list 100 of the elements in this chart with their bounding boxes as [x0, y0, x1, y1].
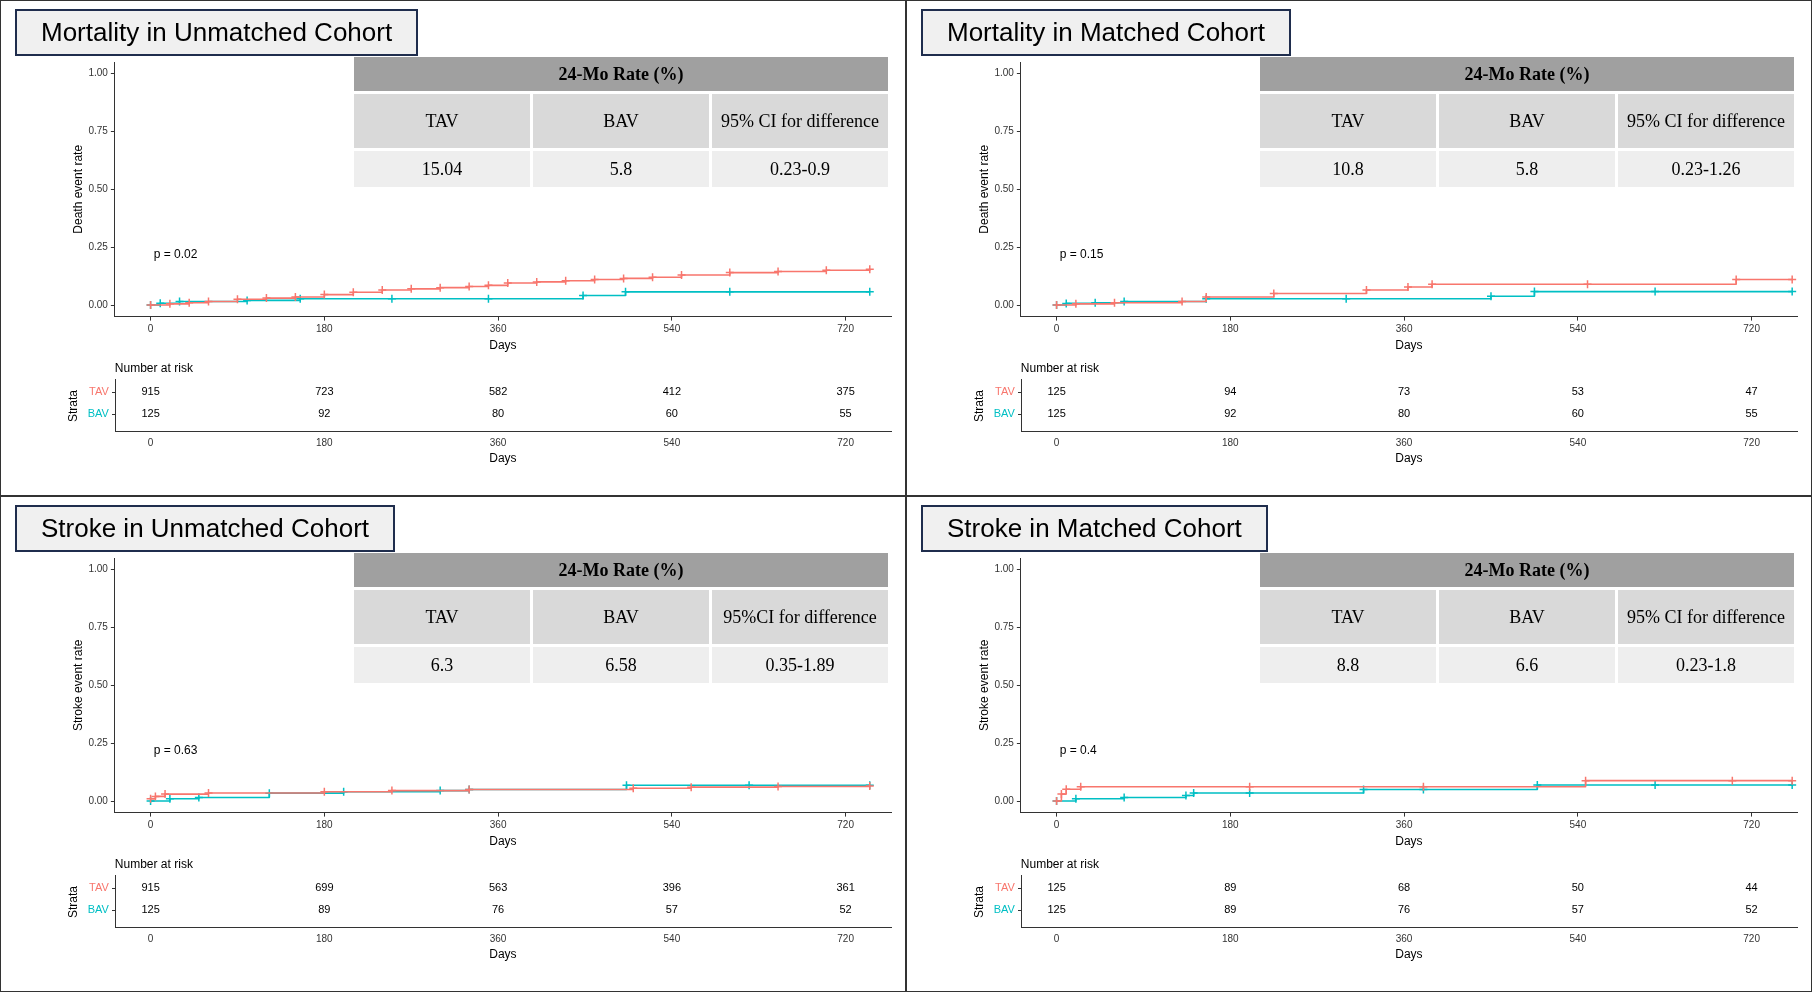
point	[155, 298, 165, 308]
text: 125	[1047, 903, 1066, 915]
y-tick-label: 0.50	[994, 679, 1015, 691]
text: 92	[1224, 407, 1237, 419]
annotation: TAV	[354, 590, 530, 644]
text: BAV	[993, 407, 1015, 419]
text: Number at risk	[1020, 857, 1099, 871]
text: TAV	[89, 881, 109, 893]
text: BAV	[87, 903, 109, 915]
text: TAV	[89, 385, 109, 397]
point	[1188, 788, 1199, 798]
text: 0	[147, 437, 154, 448]
text: 361	[836, 881, 855, 893]
annotation: 0.35-1.89	[712, 647, 888, 683]
annotation: 24-Mo Rate (%)	[1260, 57, 1794, 91]
y-tick-label: 0.75	[88, 125, 109, 137]
annotation: 24-Mo Rate (%)	[354, 553, 888, 587]
text: 80	[491, 407, 505, 419]
y-axis-title: Stroke event rate	[70, 639, 85, 731]
point	[865, 287, 875, 297]
text: BAV	[87, 407, 109, 419]
chart-title: Mortality in Unmatched Cohort	[15, 9, 419, 56]
text: 57	[1571, 903, 1584, 915]
point	[1341, 294, 1351, 304]
x-tick-label: 720	[837, 819, 855, 831]
point	[387, 294, 397, 304]
y-axis-title: Death event rate	[976, 144, 991, 234]
x-tick-label: 540	[1569, 323, 1587, 335]
point	[1787, 274, 1797, 285]
y-tick-label: 0.75	[88, 621, 109, 633]
annotation: 24-Mo Rate (%)	[354, 57, 888, 91]
annotation: 95%CI for difference	[712, 590, 888, 644]
y-tick-label: 1.00	[994, 67, 1015, 79]
x-tick-label: 540	[1569, 819, 1587, 831]
y-tick-label: 0.25	[88, 240, 109, 252]
point	[184, 297, 194, 308]
x-tick-label: 180	[316, 323, 334, 335]
x-axis-title: Days	[489, 338, 517, 353]
text: Days	[489, 947, 517, 961]
text: Strata	[971, 389, 986, 423]
annotation: 8.8	[1260, 647, 1436, 683]
annotation: BAV	[1439, 94, 1615, 148]
text: Number at risk	[114, 857, 193, 871]
annotation: TAV	[354, 94, 530, 148]
y-tick-label: 0.75	[994, 621, 1015, 633]
text: 44	[1745, 881, 1758, 893]
text: 125	[141, 903, 160, 915]
text: 52	[839, 903, 852, 915]
point	[1071, 793, 1081, 804]
text: 89	[1224, 881, 1237, 893]
annotation: p = 0.63	[153, 743, 198, 758]
point	[165, 299, 175, 309]
text: 57	[665, 903, 678, 915]
text: 89	[318, 903, 331, 915]
text: 125	[141, 407, 160, 419]
x-tick-label: 360	[489, 819, 507, 831]
point	[1787, 286, 1797, 297]
point	[319, 787, 330, 797]
text: 53	[1571, 385, 1584, 397]
point	[1486, 291, 1496, 301]
text: 720	[837, 437, 854, 448]
point	[160, 789, 170, 799]
chart-title: Stroke in Unmatched Cohort	[15, 505, 396, 552]
text: 55	[839, 407, 852, 419]
point	[503, 278, 513, 288]
text: 94	[1224, 385, 1237, 397]
text: 60	[1571, 407, 1584, 419]
text: 180	[315, 437, 333, 448]
text: Number at risk	[114, 361, 193, 375]
point	[377, 285, 388, 295]
text: Number at risk	[1020, 361, 1099, 375]
point	[578, 290, 588, 301]
annotation: 24-Mo Rate (%)	[1260, 553, 1794, 587]
point	[295, 294, 305, 304]
x-tick-label: 360	[489, 323, 507, 335]
text: 360	[1395, 933, 1413, 944]
text: 47	[1745, 385, 1758, 397]
x-tick-label: 180	[1222, 323, 1240, 335]
annotation: TAV	[1260, 94, 1436, 148]
y-tick-label: 0.50	[88, 679, 109, 691]
text: 92	[318, 407, 331, 419]
text: 375	[836, 385, 855, 397]
text: 0	[1053, 933, 1060, 944]
annotation: 0.23-1.26	[1618, 151, 1794, 187]
x-axis-title: Days	[1395, 834, 1423, 849]
text: 180	[1221, 437, 1239, 448]
point	[1787, 775, 1797, 786]
point	[1582, 279, 1593, 289]
x-axis-title: Days	[1395, 338, 1423, 353]
annotation: BAV	[1439, 590, 1615, 644]
annotation: p = 0.15	[1059, 247, 1104, 262]
text: 60	[665, 407, 678, 419]
text: 125	[1047, 385, 1066, 397]
text: 125	[1047, 881, 1066, 893]
text: 360	[489, 933, 507, 944]
text: 180	[315, 933, 333, 944]
y-axis-title: Stroke event rate	[976, 639, 991, 731]
y-tick-label: 1.00	[994, 563, 1015, 575]
point	[1403, 282, 1413, 292]
text: Strata	[65, 389, 80, 423]
